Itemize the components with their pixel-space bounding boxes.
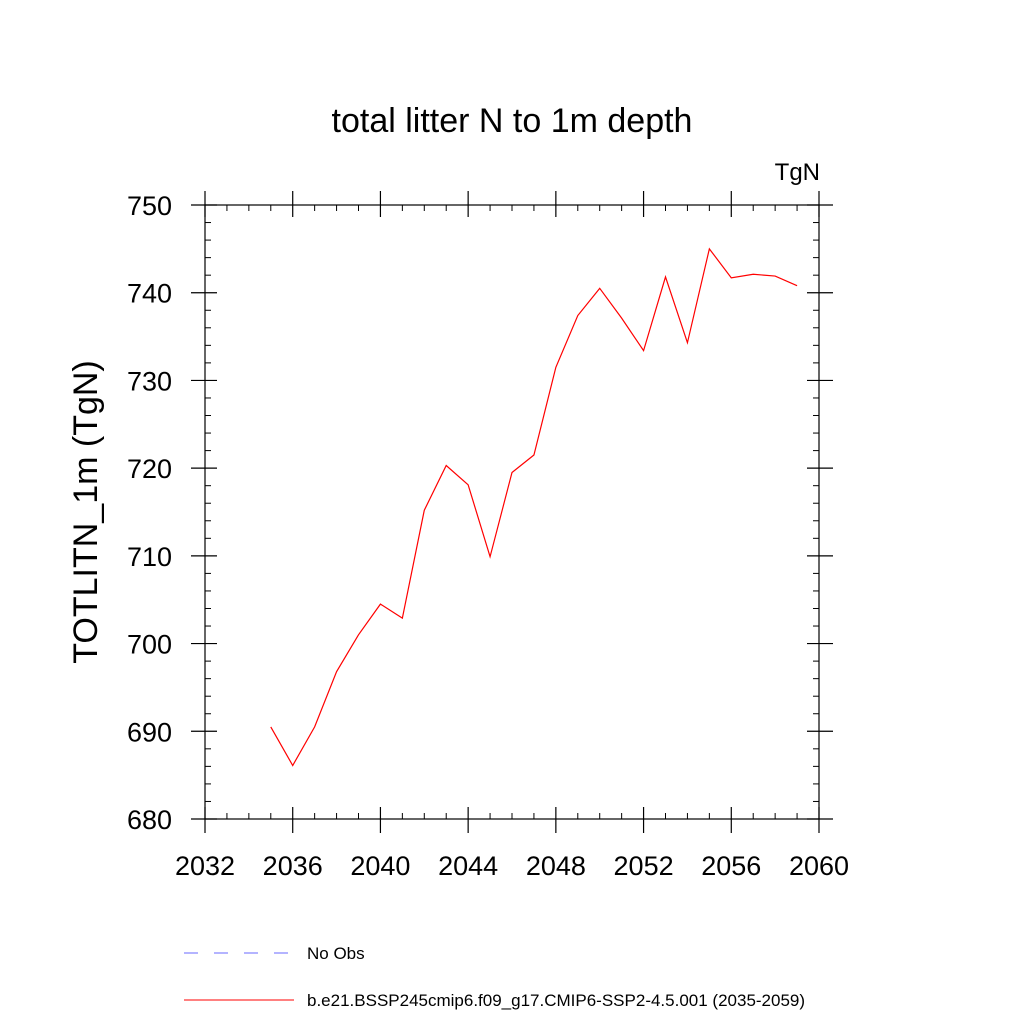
legend-label: b.e21.BSSP245cmip6.f09_g17.CMIP6-SSP2-4.… (307, 991, 805, 1010)
x-tick-label: 2056 (701, 851, 761, 881)
x-tick-label: 2052 (614, 851, 674, 881)
y-tick-label: 690 (127, 717, 172, 747)
y-tick-label: 700 (127, 630, 172, 660)
x-tick-label: 2040 (350, 851, 410, 881)
series-group (270, 247, 798, 767)
y-tick-label: 740 (127, 279, 172, 309)
y-tick-label: 750 (127, 191, 172, 221)
series-line (270, 247, 798, 767)
minor-ticks (205, 205, 819, 819)
tick-labels: 2032 2036 2040 2044 2048 2052 2056 2060 680 690 70… (127, 191, 849, 881)
x-tick-label: 2036 (263, 851, 323, 881)
units-label: TgN (775, 159, 820, 186)
x-tick-label: 2060 (789, 851, 849, 881)
legend-label: No Obs (307, 944, 365, 963)
x-tick-label: 2032 (175, 851, 235, 881)
x-tick-label: 2044 (438, 851, 498, 881)
chart-title: total litter N to 1m depth (332, 102, 693, 140)
y-tick-label: 720 (127, 454, 172, 484)
x-tick-label: 2048 (526, 851, 586, 881)
y-axis-label: TOTLITN_1m (TgN) (67, 360, 105, 664)
y-tick-label: 680 (127, 805, 172, 835)
legend: No Obs b.e21.BSSP245cmip6.f09_g17.CMIP6-S… (184, 944, 805, 1010)
y-tick-label: 730 (127, 366, 172, 396)
y-tick-label: 710 (127, 542, 172, 572)
major-ticks (191, 191, 833, 833)
plot-frame (204, 204, 820, 820)
